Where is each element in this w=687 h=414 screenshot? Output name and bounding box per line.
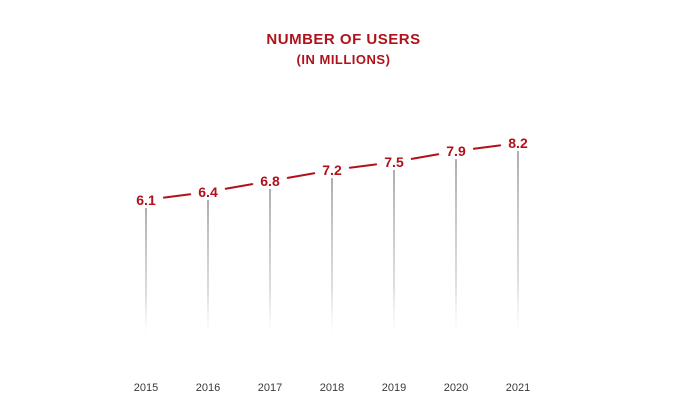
data-label-2015: 6.1 [136, 192, 156, 208]
x-tick-label-2019: 2019 [382, 382, 406, 394]
series-line-group [162, 144, 502, 199]
x-tick-label-2016: 2016 [196, 382, 220, 394]
x-tick-label-2017: 2017 [258, 382, 282, 394]
series-line-segment-2016-2017 [224, 183, 254, 190]
data-label-2016: 6.4 [198, 184, 218, 200]
series-line-segment-2019-2020 [410, 153, 440, 160]
drop-line-2017 [269, 189, 271, 335]
drop-lines [145, 151, 519, 335]
drop-line-2015 [145, 208, 147, 335]
series-line-segment-2017-2018 [286, 172, 316, 179]
chart-title: NUMBER OF USERS [266, 31, 421, 48]
data-label-2019: 7.5 [384, 154, 404, 170]
series-line-segment-2018-2019 [348, 163, 378, 169]
drop-line-2018 [331, 178, 333, 335]
chart-subtitle: (IN MILLIONS) [296, 52, 391, 67]
x-tick-label-2018: 2018 [320, 382, 344, 394]
drop-line-2021 [517, 151, 519, 335]
x-axis-tick-labels: 2015 2016 2017 2018 2019 2020 2021 [134, 382, 530, 394]
data-label-2021: 8.2 [508, 135, 528, 151]
series-line-segment-2015-2016 [162, 193, 192, 199]
data-label-2017: 6.8 [260, 173, 280, 189]
data-label-2018: 7.2 [322, 162, 342, 178]
drop-line-2016 [207, 199, 209, 335]
x-tick-label-2020: 2020 [444, 382, 468, 394]
drop-line-2020 [455, 159, 457, 335]
data-label-2020: 7.9 [446, 143, 466, 159]
x-tick-label-2021: 2021 [506, 382, 530, 394]
x-tick-label-2015: 2015 [134, 382, 158, 394]
drop-line-2019 [393, 170, 395, 335]
series-line-segment-2020-2021 [472, 144, 502, 150]
data-labels: 6.1 6.4 6.8 7.2 7.5 7.9 8.2 [136, 135, 528, 208]
